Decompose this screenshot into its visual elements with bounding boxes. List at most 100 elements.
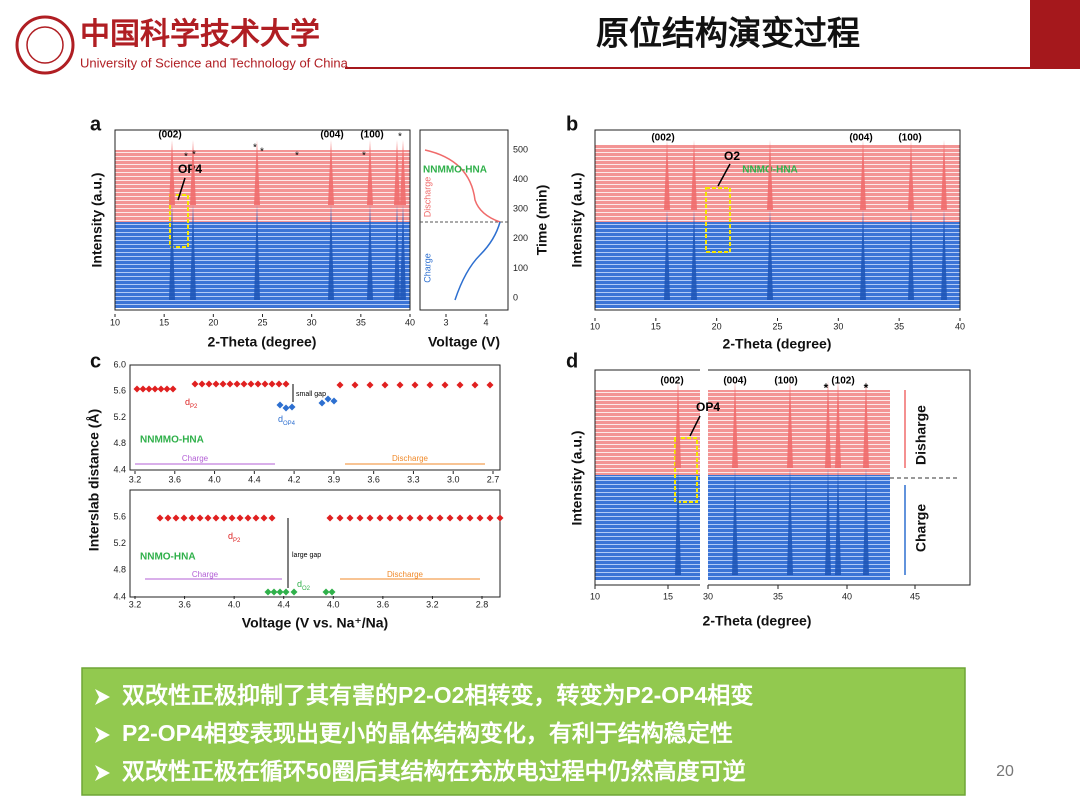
star: * bbox=[398, 132, 402, 143]
diamond bbox=[180, 514, 188, 522]
peak bbox=[367, 140, 373, 205]
peak bbox=[787, 468, 793, 575]
peak bbox=[860, 210, 866, 300]
bullet-list: 双改性正极抑制了其有害的P2-O2相转变，转变为P2-OP4相变 P2-OP4相变… bbox=[95, 682, 753, 784]
y-tick-label: 400 bbox=[513, 174, 528, 184]
peak-label: (002) bbox=[660, 376, 683, 387]
diamond bbox=[236, 514, 244, 522]
plot-frame bbox=[594, 369, 971, 586]
peak bbox=[767, 140, 773, 210]
y-tick-label: 300 bbox=[513, 204, 528, 214]
diamond bbox=[456, 514, 464, 522]
diamond bbox=[260, 514, 268, 522]
x-tick-label: 4.0 bbox=[208, 474, 221, 484]
waterfall-discharge bbox=[595, 390, 890, 475]
x-tick-label: 25 bbox=[257, 317, 267, 327]
do2-label: dO2 bbox=[297, 579, 311, 591]
diamond bbox=[151, 385, 159, 393]
panel-label: a bbox=[90, 113, 102, 135]
peak-label: (100) bbox=[360, 130, 383, 141]
peak bbox=[675, 380, 681, 468]
diamond bbox=[133, 385, 141, 393]
y-tick-label: 6.0 bbox=[113, 359, 126, 369]
diamond bbox=[172, 514, 180, 522]
peak-label: (002) bbox=[651, 133, 674, 144]
sample-label: NNMO-HNA bbox=[140, 552, 196, 563]
discharge-label: Discharge bbox=[387, 570, 424, 579]
x-title: 2-Theta (degree) bbox=[703, 613, 812, 629]
time-title: Time (min) bbox=[534, 185, 550, 256]
diamond bbox=[288, 403, 296, 411]
peak bbox=[675, 468, 681, 575]
diamond bbox=[220, 514, 228, 522]
diamond bbox=[169, 385, 177, 393]
panel-label: d bbox=[566, 350, 578, 372]
diamond bbox=[268, 380, 276, 388]
peak-label: (100) bbox=[774, 376, 797, 387]
diamond bbox=[416, 514, 424, 522]
x-tick-label: 3.9 bbox=[328, 474, 341, 484]
diamond bbox=[205, 380, 213, 388]
gap-label: small gap bbox=[296, 391, 326, 398]
peak bbox=[400, 140, 406, 205]
charge-label: Charge bbox=[422, 253, 432, 283]
peak-label: (004) bbox=[723, 376, 746, 387]
bullet-text: 双改性正极在循环50圈后其结构在充放电过程中仍然高度可逆 bbox=[122, 758, 746, 784]
x-tick-label: 3.6 bbox=[367, 474, 380, 484]
waterfall-discharge bbox=[115, 150, 410, 222]
x-tick-label: 30 bbox=[307, 317, 317, 327]
charge-label: Charge bbox=[913, 504, 929, 552]
diamond bbox=[376, 514, 384, 522]
diamond bbox=[411, 381, 419, 389]
x-tick-label: 10 bbox=[590, 321, 600, 331]
diamond bbox=[328, 588, 336, 596]
diamond bbox=[336, 381, 344, 389]
diamond bbox=[196, 514, 204, 522]
peak bbox=[691, 210, 697, 300]
waterfall-charge bbox=[115, 222, 410, 308]
diamond bbox=[156, 514, 164, 522]
diamond bbox=[252, 514, 260, 522]
peak bbox=[394, 205, 400, 300]
diamond bbox=[145, 385, 153, 393]
diamond bbox=[164, 514, 172, 522]
logo bbox=[15, 15, 75, 75]
arrow bbox=[689, 415, 701, 437]
x-tick-label: 3.2 bbox=[129, 474, 142, 484]
y-tick-label: 500 bbox=[513, 144, 528, 154]
x-tick-label: 4.4 bbox=[248, 474, 261, 484]
diamond bbox=[366, 514, 374, 522]
x-tick-label: 3.6 bbox=[178, 599, 191, 609]
diamond bbox=[254, 380, 262, 388]
peak bbox=[169, 140, 175, 205]
x-tick-label: 40 bbox=[955, 321, 965, 331]
plot-frame bbox=[114, 129, 411, 311]
peak bbox=[787, 380, 793, 468]
page-number: 20 bbox=[996, 763, 1014, 780]
diamond bbox=[226, 380, 234, 388]
plot-frame bbox=[594, 129, 961, 311]
axis-break bbox=[700, 368, 708, 590]
diamond bbox=[270, 588, 278, 596]
plot-frame bbox=[129, 364, 501, 471]
diamond bbox=[471, 381, 479, 389]
diamond bbox=[322, 588, 330, 596]
peak-label: (002) bbox=[158, 130, 181, 141]
peak bbox=[328, 205, 334, 300]
peak-label: (004) bbox=[320, 130, 343, 141]
bullet-text: 双改性正极抑制了其有害的P2-O2相转变，转变为P2-OP4相变 bbox=[122, 682, 753, 708]
diamond bbox=[466, 514, 474, 522]
x-tick-label: 20 bbox=[208, 317, 218, 327]
diamond bbox=[204, 514, 212, 522]
x-tick-label: 35 bbox=[894, 321, 904, 331]
x-tick-label: 4.0 bbox=[228, 599, 241, 609]
x-tick-label: 15 bbox=[159, 317, 169, 327]
x-tick-label: 25 bbox=[772, 321, 782, 331]
peak bbox=[825, 468, 831, 575]
charge-label: Charge bbox=[192, 570, 219, 579]
diamond bbox=[456, 381, 464, 389]
diamond bbox=[381, 381, 389, 389]
diamond bbox=[386, 514, 394, 522]
diamond bbox=[486, 514, 494, 522]
